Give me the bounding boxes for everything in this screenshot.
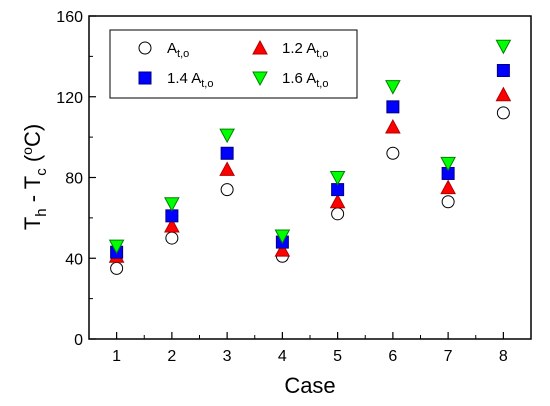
x-tick-label: 7 <box>444 348 453 365</box>
data-point-s4 <box>385 80 401 95</box>
x-tick-label: 2 <box>167 348 176 365</box>
y-title-sub-c: c <box>33 168 50 176</box>
x-tick-label: 1 <box>112 348 121 365</box>
x-tick-label: 3 <box>223 348 232 365</box>
data-point-s4 <box>108 239 125 255</box>
data-point-s1 <box>386 146 400 160</box>
legend-label-3: 1.4 At,o <box>167 70 213 90</box>
y-title-sub-h: h <box>33 208 50 216</box>
y-axis-title: Th - Tc (oC) <box>19 124 50 230</box>
y-title-main: T <box>20 217 45 230</box>
data-marks <box>108 39 512 275</box>
legend-marker-4 <box>252 71 268 87</box>
legend-label-4: 1.6 At,o <box>282 70 328 90</box>
data-point-s2 <box>164 217 180 233</box>
data-point-s2 <box>385 118 401 134</box>
data-point-s4 <box>219 128 235 144</box>
y-title-close: C) <box>20 124 45 147</box>
data-point-s2 <box>219 161 235 176</box>
x-tick-label: 5 <box>333 348 342 365</box>
x-tick-label: 6 <box>388 348 397 365</box>
data-point-s1 <box>165 231 179 245</box>
data-point-s2 <box>329 193 346 209</box>
data-point-s2 <box>495 86 512 102</box>
data-point-s3 <box>496 64 510 78</box>
legend-box <box>109 29 358 99</box>
legend: At,o 1.2 At,o 1.4 At,o 1.6 At,o <box>109 29 358 99</box>
data-point-s4 <box>274 229 291 245</box>
legend-label-1: At,o <box>167 40 189 60</box>
y-title-degree: o <box>19 147 35 155</box>
legend-label-2: 1.2 At,o <box>282 40 328 60</box>
data-point-s3 <box>386 100 400 114</box>
data-point-s4 <box>440 156 456 172</box>
y-tick-label: 160 <box>56 9 83 26</box>
data-point-s2 <box>274 242 291 257</box>
data-point-s1 <box>331 207 345 221</box>
legend-marker-1 <box>138 41 152 55</box>
legend-marker-3 <box>138 71 152 85</box>
data-point-s4 <box>164 197 180 212</box>
data-point-s3 <box>220 146 234 160</box>
data-point-s4 <box>495 39 512 55</box>
data-point-s1 <box>441 195 455 209</box>
data-point-s4 <box>329 171 346 186</box>
y-tick-label: 0 <box>74 332 83 349</box>
x-tick-label: 8 <box>499 348 508 365</box>
y-title-mid: - T <box>20 176 45 209</box>
y-tick-label: 40 <box>65 251 83 268</box>
y-tick-label: 120 <box>56 90 83 107</box>
y-title-open: ( <box>20 154 45 168</box>
data-point-s1 <box>496 106 510 120</box>
data-point-s1 <box>110 261 124 275</box>
x-tick-label: 4 <box>278 348 287 365</box>
data-point-s1 <box>220 183 234 197</box>
data-point-s2 <box>440 179 456 195</box>
legend-marker-2 <box>252 39 268 55</box>
y-tick-label: 80 <box>65 171 83 188</box>
x-axis-title: Case <box>284 373 335 398</box>
